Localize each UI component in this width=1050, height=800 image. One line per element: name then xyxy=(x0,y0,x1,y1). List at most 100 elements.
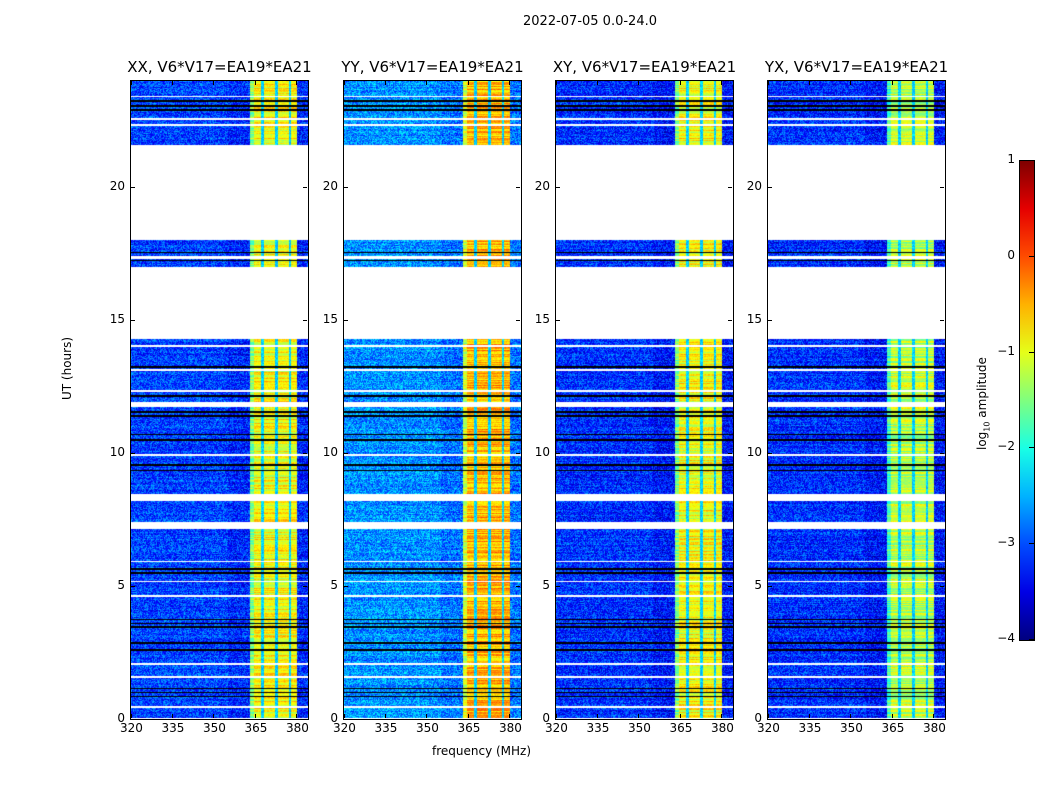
y-tick xyxy=(516,452,520,454)
y-tick xyxy=(303,718,307,720)
y-tick-label: 15 xyxy=(322,312,338,327)
y-tick-label: 10 xyxy=(322,445,338,460)
x-tick xyxy=(213,714,215,718)
y-tick-label: 10 xyxy=(534,445,550,460)
x-tick-label: 380 xyxy=(498,721,522,735)
x-tick-label: 335 xyxy=(161,721,185,735)
x-tick-label: 350 xyxy=(415,721,439,735)
x-tick xyxy=(596,714,598,718)
x-tick-label: 380 xyxy=(285,721,309,735)
y-tick xyxy=(556,186,560,188)
x-tick-label: 380 xyxy=(710,721,734,735)
x-tick xyxy=(721,714,723,718)
panel-title: XX, V6*V17=EA19*EA21 xyxy=(127,58,312,76)
x-tick-label: 350 xyxy=(627,721,651,735)
y-tick xyxy=(131,452,135,454)
y-tick xyxy=(940,718,944,720)
y-tick xyxy=(556,319,560,321)
y-tick xyxy=(768,585,772,587)
x-tick xyxy=(296,81,298,85)
y-tick xyxy=(556,452,560,454)
y-tick xyxy=(556,718,560,720)
y-tick-label: 20 xyxy=(746,179,762,194)
waterfall-panel-xx: XX, V6*V17=EA19*EA21 320 335 350 365 380 0 5 10 1… xyxy=(110,58,312,735)
x-tick-label: 365 xyxy=(244,721,268,735)
colorbar-tick xyxy=(1029,639,1034,640)
y-tick xyxy=(303,585,307,587)
figure-title: 2022-07-05 0.0-24.0 xyxy=(523,14,657,29)
y-tick xyxy=(940,186,944,188)
x-tick xyxy=(509,714,511,718)
waterfall-panel-yy: YY, V6*V17=EA19*EA21 320 335 350 365 380 0 5 10 1… xyxy=(323,58,524,735)
waterfall-panel-yx: YX, V6*V17=EA19*EA21 320 335 350 365 380 0 5 10 1… xyxy=(747,58,948,735)
y-tick xyxy=(516,585,520,587)
y-tick xyxy=(344,452,348,454)
y-tick-label: 15 xyxy=(109,312,125,327)
colorbar-tick-label: −4 xyxy=(997,631,1015,645)
y-tick-label: 5 xyxy=(542,578,550,593)
colorbar-tick-label: −1 xyxy=(997,343,1015,358)
waterfall-panel-xy: XY, V6*V17=EA19*EA21 320 335 350 365 380 0 5 10 1… xyxy=(535,58,736,735)
x-tick xyxy=(384,714,386,718)
y-tick xyxy=(768,186,772,188)
panel-title: YX, V6*V17=EA19*EA21 xyxy=(764,58,949,76)
x-tick xyxy=(343,714,345,718)
y-tick xyxy=(516,186,520,188)
x-tick xyxy=(808,81,810,85)
x-tick-label: 320 xyxy=(545,721,568,735)
y-tick xyxy=(303,319,307,321)
x-tick xyxy=(721,81,723,85)
x-tick xyxy=(933,81,935,85)
y-tick-label: 10 xyxy=(109,445,125,460)
y-tick xyxy=(940,585,944,587)
y-tick-label: 0 xyxy=(330,711,338,725)
x-tick-label: 320 xyxy=(333,721,356,735)
y-tick-label: 0 xyxy=(754,711,762,725)
x-tick-label: 335 xyxy=(798,721,822,735)
y-tick xyxy=(768,452,772,454)
x-tick xyxy=(555,81,557,85)
y-tick-label: 20 xyxy=(109,179,125,194)
x-tick xyxy=(254,81,256,85)
y-tick xyxy=(768,718,772,720)
x-tick xyxy=(171,714,173,718)
y-tick-label: 5 xyxy=(754,578,762,593)
y-tick xyxy=(728,452,732,454)
x-tick xyxy=(638,81,640,85)
x-tick-label: 350 xyxy=(202,721,226,735)
x-tick xyxy=(426,714,428,718)
x-tick xyxy=(808,714,810,718)
y-tick xyxy=(344,319,348,321)
y-tick-label: 20 xyxy=(534,179,550,194)
colorbar-tick xyxy=(1029,351,1034,353)
y-tick xyxy=(303,452,307,454)
colorbar-tick xyxy=(1029,543,1034,545)
x-tick-label: 380 xyxy=(922,721,946,735)
x-tick xyxy=(638,714,640,718)
x-tick-label: 350 xyxy=(839,721,863,735)
y-tick-label: 0 xyxy=(542,711,550,725)
y-tick xyxy=(516,718,520,720)
colorbar-tick-label: −3 xyxy=(997,535,1015,550)
x-tick xyxy=(171,81,173,85)
x-tick-label: 320 xyxy=(120,721,143,735)
y-tick-label: 10 xyxy=(746,445,762,460)
y-tick xyxy=(344,585,348,587)
y-tick xyxy=(940,319,944,321)
x-tick xyxy=(891,81,893,85)
y-tick xyxy=(303,186,307,188)
y-tick xyxy=(131,585,135,587)
x-tick xyxy=(850,81,852,85)
x-tick-label: 335 xyxy=(374,721,398,735)
x-tick-label: 320 xyxy=(757,721,780,735)
x-tick xyxy=(384,81,386,85)
colorbar xyxy=(1019,160,1035,641)
x-tick xyxy=(343,81,345,85)
colorbar-tick-label: 1 xyxy=(1007,152,1015,166)
x-tick xyxy=(130,714,132,718)
x-tick xyxy=(296,714,298,718)
heatmap-image xyxy=(344,81,521,719)
y-tick xyxy=(940,452,944,454)
y-tick-label: 15 xyxy=(746,312,762,327)
